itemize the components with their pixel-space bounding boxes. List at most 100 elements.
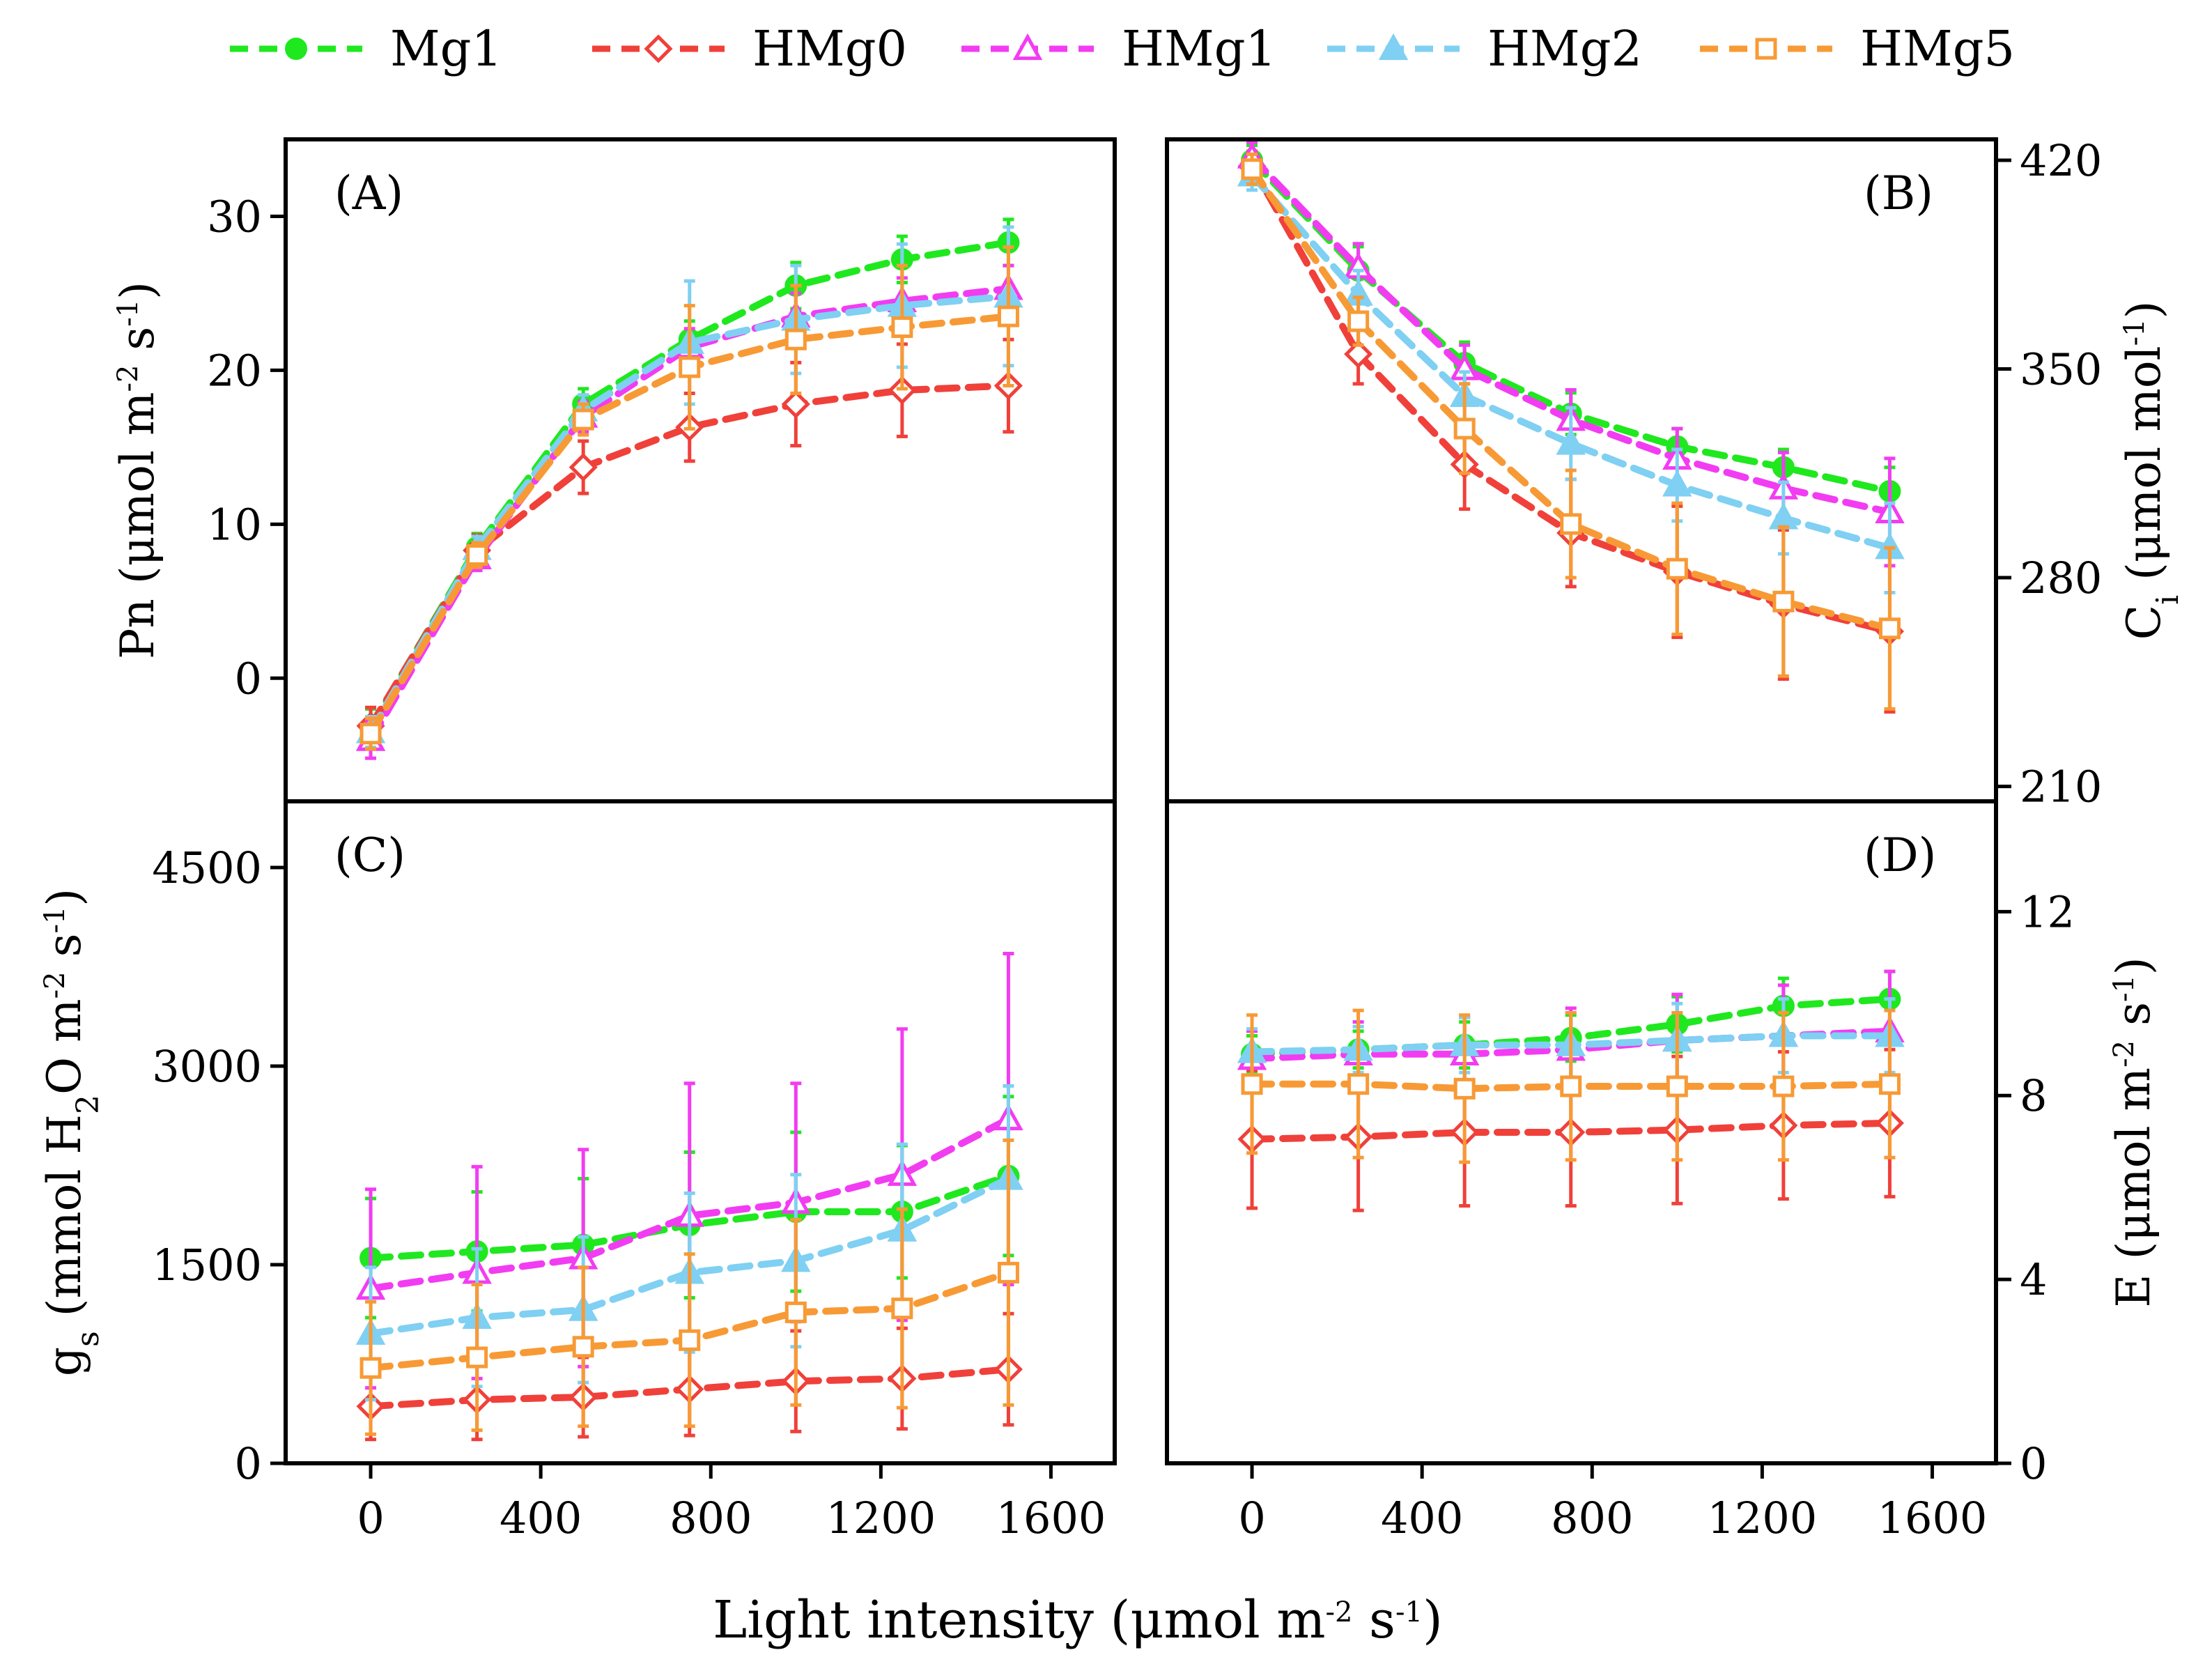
series-group [1237,140,1905,714]
y-axis-label-pn: Pn (μmol m-2 s-1) [111,282,164,659]
data-point [1241,1073,1263,1095]
data-point [1772,1075,1795,1097]
panel-a: 0 10 20 30 (A) [207,167,1023,760]
y-tick-label: 12 [2020,886,2075,937]
frame-d [1165,799,1998,1465]
panel-b: 210 280 350 420 (B) [1237,135,2102,812]
data-point [1878,1073,1901,1095]
legend-marker [644,34,673,63]
data-point [1772,590,1795,612]
y-ticks: 210 280 350 420 [1996,135,2102,812]
data-point [784,328,807,350]
data-point [1878,617,1901,640]
data-point [781,390,810,419]
legend-label: Mg1 [390,20,502,77]
data-point [569,453,598,482]
y-tick-label: 4 [2020,1254,2047,1305]
data-point [1347,1073,1370,1095]
data-point [466,1346,488,1369]
y-tick-label: 280 [2020,553,2102,603]
legend-label: HMg2 [1487,20,1642,77]
data-point [784,1301,807,1323]
legend-entry-hmg5: HMg5 [1700,20,2015,77]
legend-entry-hmg2: HMg2 [1327,20,1642,77]
x-axis-label: Light intensity (μmol m-2 s-1) [713,1590,1443,1650]
data-point [997,305,1019,327]
x-tick-label: 400 [500,1493,582,1543]
y-tick-label: 4500 [152,842,262,893]
y-tick-label: 3000 [152,1041,262,1092]
data-point [1453,1077,1476,1100]
y-tick-label: 8 [2020,1070,2047,1121]
y-tick-label: 30 [207,191,262,242]
y-axis-label-e: E (μmol m-2 s-1) [2107,957,2160,1307]
x-tick-label: 1600 [1878,1493,1988,1543]
data-point [1666,557,1688,580]
data-point [891,1297,913,1320]
x-tick-label: 0 [357,1493,384,1543]
x-tick-label: 1200 [826,1493,936,1543]
y-tick-label: 0 [235,653,262,704]
data-point [1662,470,1692,497]
series-hmg5 [1241,1008,1901,1164]
series-group [1237,969,1905,1212]
legend-label: HMg0 [752,20,907,77]
y-axis-label-gs: gs (mmol H2O m-2 s-1) [38,888,106,1376]
y-tick-label: 210 [2020,762,2102,812]
y-ticks: 0 1500 3000 4500 [152,842,286,1489]
axis-labels: Pn (μmol m-2 s-1) Ci (μmol mol-1) gs (mmol… [38,282,2186,1376]
data-point [359,1357,382,1379]
y-tick-label: 1500 [152,1240,262,1290]
series-hmg5 [1241,152,1901,711]
series-hmg5 [359,1138,1019,1436]
x-ticks: 0 400 800 1200 1600 [357,1463,1106,1543]
legend-marker [1755,38,1777,60]
y-tick-label: 0 [2020,1438,2047,1489]
x-tick-label: 1200 [1707,1493,1817,1543]
data-point [1560,513,1582,535]
data-point [1666,1075,1688,1097]
legend: Mg1 HMg0 HMg1 HMg2 HMg5 [230,20,2015,77]
data-point [572,408,594,431]
data-point [1241,158,1263,180]
series-group [355,952,1023,1442]
x-tick-label: 800 [1551,1493,1633,1543]
data-point [1560,1075,1582,1097]
legend-entry-hmg0: HMg0 [592,20,907,77]
data-point [679,356,701,378]
legend-marker [285,38,307,60]
data-point [1344,339,1373,369]
y-tick-label: 350 [2020,344,2102,395]
data-point [359,723,382,745]
panel-label-a: (A) [334,167,403,220]
x-tick-label: 800 [670,1493,752,1543]
series-group [355,217,1023,760]
data-point [1556,428,1586,455]
legend-label: HMg1 [1122,20,1276,77]
data-point [997,1261,1019,1284]
y-tick-label: 420 [2020,135,2102,186]
data-point [679,1329,701,1351]
panels: 0 10 20 30 (A) 210 280 350 420 (B) 0 1500 3000 4500 0 4… [38,135,2186,1543]
y-axis-label-ci: Ci (μmol mol-1) [2117,301,2186,640]
y-tick-label: 0 [235,1438,262,1489]
data-point [466,544,488,567]
panel-c: 0 1500 3000 4500 0 400 800 1200 1600 (C) [152,829,1106,1543]
legend-marker [1012,33,1043,61]
legend-label: HMg5 [1860,20,2015,77]
frame-c [284,799,1117,1465]
panel-label-c: (C) [334,829,405,882]
x-tick-label: 1600 [996,1493,1106,1543]
frame-a [284,137,1117,803]
x-ticks: 0 400 800 1200 1600 [1238,1463,1987,1543]
legend-marker [1378,33,1409,61]
legend-entry-mg1: Mg1 [230,20,502,77]
data-point [1453,417,1476,440]
x-tick-label: 400 [1381,1493,1463,1543]
x-tick-label: 0 [1238,1493,1265,1543]
panel-d: 0 4 8 12 0 400 800 1200 1600 (D) [1237,829,2075,1543]
y-ticks: 0 10 20 30 [207,191,286,704]
y-ticks: 0 4 8 12 [1996,886,2075,1489]
series-hmg5 [359,245,1019,751]
